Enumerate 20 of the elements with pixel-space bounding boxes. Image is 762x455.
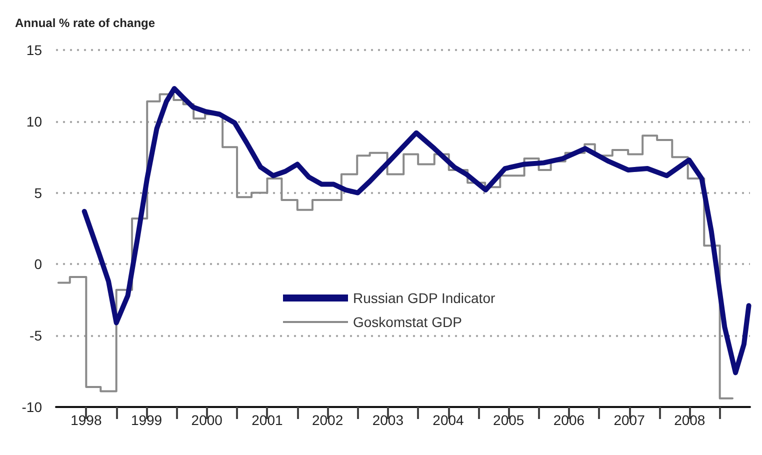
x-tick-label: 2000 (191, 412, 223, 428)
y-axis-title: Annual % rate of change (15, 16, 156, 30)
legend-label: Russian GDP Indicator (353, 290, 496, 306)
x-tick-label: 2003 (372, 412, 404, 428)
x-tick-label: 1998 (70, 412, 102, 428)
x-tick-label: 2007 (614, 412, 646, 428)
x-tick-label: 2008 (674, 412, 706, 428)
y-tick-label: 10 (26, 113, 42, 130)
y-tick-label: -10 (22, 399, 42, 415)
legend-label: Goskomstat GDP (353, 314, 462, 330)
x-tick-label: 2006 (553, 412, 585, 428)
x-tick-label: 2001 (252, 412, 283, 428)
x-tick-label: 2005 (493, 412, 524, 428)
y-tick-label: -5 (30, 328, 42, 344)
y-tick-label: 5 (34, 184, 42, 201)
x-tick-label: 1999 (130, 412, 162, 428)
y-tick-label: 0 (34, 256, 42, 272)
x-tick-label: 2002 (312, 412, 344, 428)
x-tick-label: 2004 (432, 412, 464, 428)
y-tick-label: 15 (26, 42, 42, 58)
